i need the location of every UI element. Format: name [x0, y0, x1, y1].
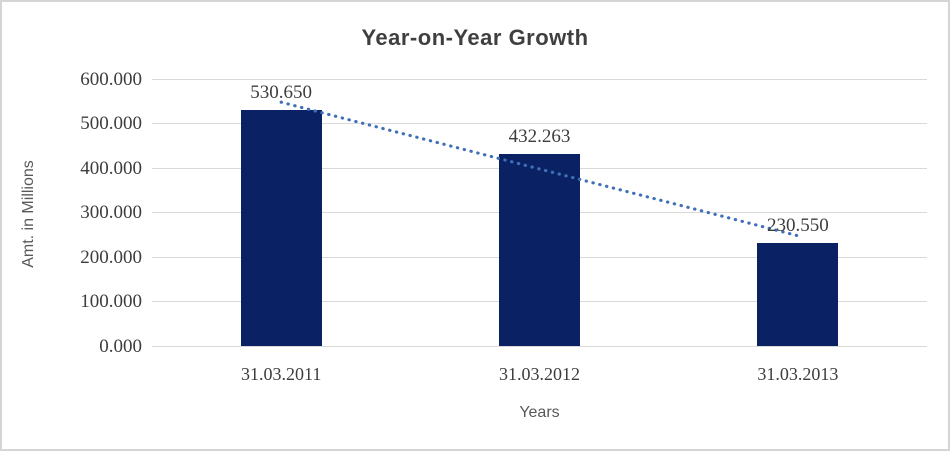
bar-data-label: 230.550 — [766, 215, 829, 237]
chart-title: Year-on-Year Growth — [361, 25, 589, 50]
y-axis-title: Amt. in Millions — [20, 160, 37, 268]
y-axis-tick-label: 300.000 — [80, 202, 142, 223]
bar-data-label: 432.263 — [508, 125, 571, 147]
gridline — [152, 345, 927, 347]
y-axis-tick-label: 600.000 — [80, 68, 142, 90]
x-axis-tick-label: 31.03.2012 — [499, 364, 580, 384]
x-axis-tick-label: 31.03.2011 — [240, 364, 322, 384]
y-axis-tick-label: 100.000 — [80, 291, 142, 312]
bar — [240, 109, 322, 346]
y-axis-tick-label: 400.000 — [80, 157, 142, 179]
bar — [757, 243, 839, 346]
y-axis-tick-label: 200.000 — [80, 246, 142, 268]
y-axis-tick-label: 500.000 — [80, 113, 142, 134]
bar — [499, 153, 580, 346]
x-axis-title: Years — [519, 404, 560, 421]
bar-data-label: 530.650 — [250, 81, 313, 103]
x-axis-tick-label: 31.03.2013 — [757, 364, 839, 384]
y-axis-tick-label: 0.000 — [99, 335, 142, 357]
gridline — [152, 78, 927, 80]
